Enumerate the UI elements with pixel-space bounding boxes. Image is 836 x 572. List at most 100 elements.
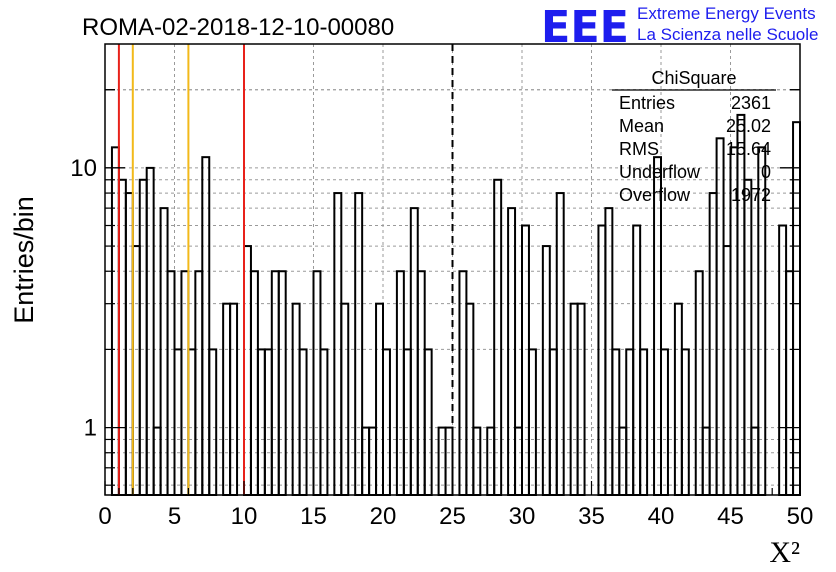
stats-label: Underflow: [619, 162, 701, 182]
histogram-bin: [256, 348, 266, 496]
histogram-bin: [527, 348, 537, 496]
logo-mark: EEE: [541, 2, 629, 53]
histogram-bin: [180, 270, 190, 496]
histogram-bin: [778, 224, 788, 496]
stats-value: 1972: [731, 185, 771, 205]
histogram-bin: [340, 302, 350, 497]
histogram-bin: [187, 348, 197, 496]
histogram-bin: [423, 348, 433, 496]
histogram-bin: [382, 348, 391, 496]
stats-row-rms: RMS 15.64: [619, 139, 771, 159]
x-tick-label: 15: [300, 503, 327, 530]
tick-labels: 0 5 10 15 20 25 30 35 40 45 50 1 10: [70, 155, 813, 530]
stats-label: Overflow: [619, 185, 691, 205]
histogram-bin: [375, 302, 384, 497]
stats-box: ChiSquare Entries 2361 Mean 25.02 RMS 15…: [612, 68, 776, 205]
histogram-bin: [569, 302, 579, 497]
histogram-bin: [354, 192, 364, 496]
histogram-bin: [124, 192, 134, 496]
histogram-bin: [270, 270, 280, 496]
histogram-bin: [263, 348, 273, 496]
histogram-bin: [249, 270, 259, 496]
histogram-bin: [409, 207, 419, 496]
histogram-bin: [708, 192, 718, 496]
histogram-bin: [416, 270, 426, 496]
histogram-bin: [312, 270, 322, 496]
x-tick-label: 25: [439, 503, 466, 530]
y-tick-label: 1: [84, 415, 97, 442]
stats-row-underflow: Underflow 0: [619, 162, 771, 182]
stats-label: RMS: [619, 139, 659, 159]
histogram-bin: [159, 207, 169, 496]
stats-value: 2361: [731, 93, 771, 113]
stats-row-overflow: Overflow 1972: [619, 185, 771, 205]
histogram-bin: [291, 302, 301, 497]
histogram-bin: [243, 245, 252, 496]
histogram-bin: [395, 270, 405, 496]
x-tick-label: 40: [648, 503, 675, 530]
histogram-bin: [521, 224, 530, 496]
grid-lines: [105, 44, 800, 495]
histogram-bin: [117, 178, 127, 497]
histogram-bin: [604, 207, 614, 496]
histogram-bin: [694, 270, 704, 496]
histogram-bin: [138, 178, 148, 497]
histogram-bin: [402, 348, 412, 496]
reference-lines: [117, 44, 454, 495]
x-tick-label: 45: [717, 503, 744, 530]
histogram-bin: [785, 270, 795, 496]
histogram-bin: [743, 178, 753, 497]
histogram-bin: [145, 166, 155, 496]
x-tick-label: 5: [168, 503, 181, 530]
stats-value: 0: [761, 162, 771, 182]
histogram-bin: [639, 348, 649, 496]
histogram-bin: [548, 348, 558, 496]
logo-line-1: Extreme Energy Events: [637, 4, 816, 23]
histogram-bin: [458, 270, 468, 496]
stats-label: Entries: [619, 93, 675, 113]
histogram-bin: [229, 302, 239, 497]
histogram-bin: [110, 146, 120, 496]
histogram-bin: [208, 348, 218, 496]
stats-label: Mean: [619, 116, 664, 136]
stats-value: 15.64: [726, 139, 771, 159]
histogram-bin: [319, 348, 329, 496]
histogram-bin: [222, 302, 232, 497]
logo-line-2: La Scienza nelle Scuole: [637, 25, 818, 44]
x-tick-label: 35: [578, 503, 605, 530]
histogram-bin: [507, 207, 517, 496]
histogram-bin: [465, 302, 475, 497]
histogram-bin: [277, 270, 287, 496]
histogram-bin: [576, 302, 586, 497]
histogram-bin: [555, 192, 565, 496]
histogram-bin: [493, 178, 503, 497]
y-axis-label: Entries/bin: [9, 196, 39, 324]
x-tick-label: 30: [509, 503, 536, 530]
histogram-bin: [632, 224, 642, 496]
y-tick-label: 10: [70, 155, 97, 182]
x-tick-label: 20: [370, 503, 397, 530]
eee-logo: EEE Extreme Energy Events La Scienza nel…: [541, 2, 818, 53]
x-axis-label: X²: [769, 536, 800, 569]
stats-row-entries: Entries 2361: [619, 93, 771, 113]
chart-title: ROMA-02-2018-12-10-00080: [82, 14, 394, 41]
stats-row-mean: Mean 25.02: [619, 116, 771, 136]
histogram-bin: [131, 245, 141, 496]
stats-value: 25.02: [726, 116, 771, 136]
histogram-bin: [298, 348, 308, 496]
histogram-bin: [173, 348, 183, 496]
histogram-bin: [625, 348, 635, 496]
histogram-bin: [597, 224, 607, 496]
x-tick-label: 0: [98, 503, 111, 530]
x-tick-label: 10: [231, 503, 258, 530]
stats-title: ChiSquare: [651, 68, 736, 88]
x-tick-label: 50: [787, 503, 814, 530]
histogram-bin: [660, 348, 669, 496]
axes: [104, 43, 801, 496]
histogram-bin: [166, 270, 176, 496]
histogram-bin: [194, 270, 204, 496]
histogram-bin: [722, 245, 732, 496]
histogram-bin: [673, 302, 683, 497]
histogram-bin: [541, 245, 551, 496]
